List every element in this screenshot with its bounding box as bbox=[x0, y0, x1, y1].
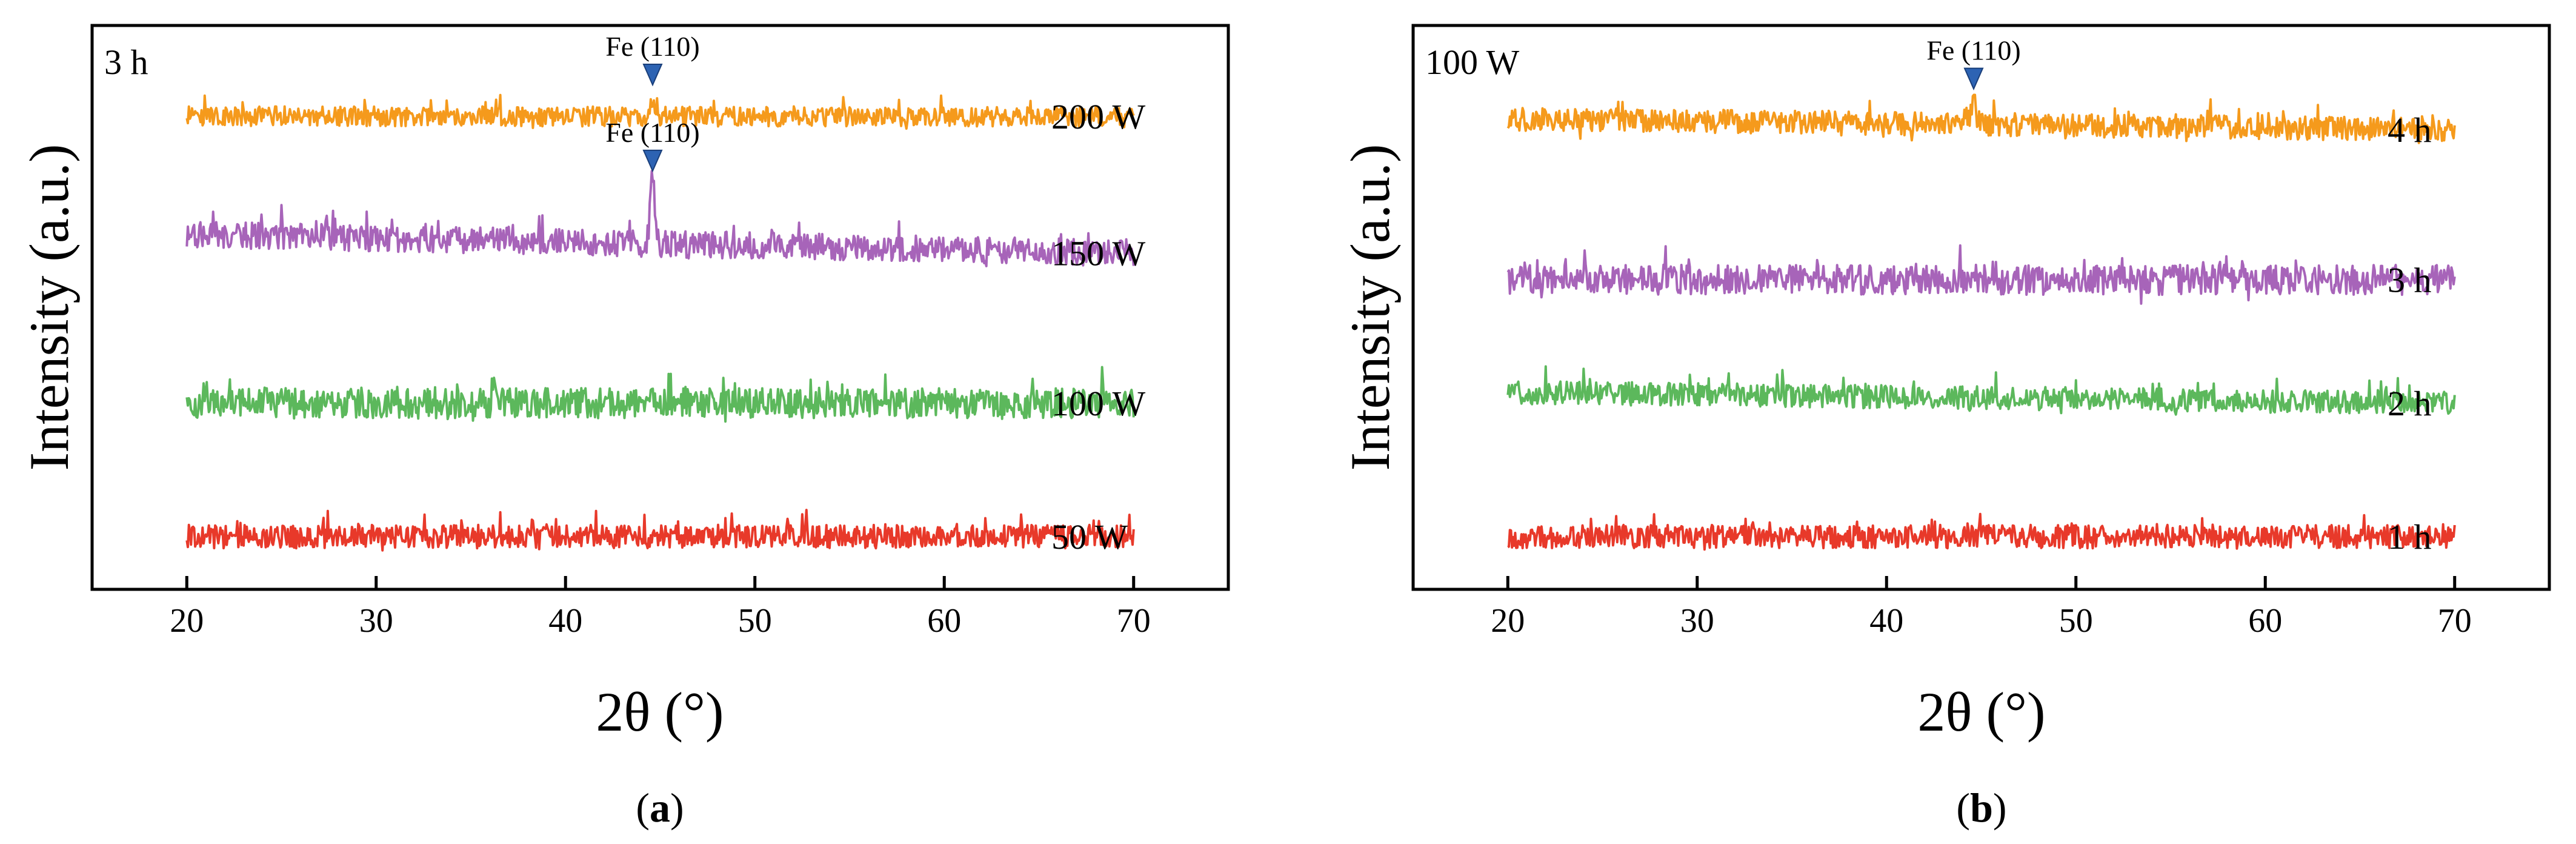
x-tick-label-b-60: 60 bbox=[2248, 602, 2282, 640]
plot-frame-a bbox=[90, 24, 1230, 591]
peak-marker-b-0 bbox=[1963, 67, 1984, 91]
panel-letter-a: a bbox=[650, 785, 670, 831]
peak-annotation-b-0: Fe (110) bbox=[1926, 35, 2020, 66]
x-tick-label-a-40: 40 bbox=[548, 602, 582, 640]
panel-letter-b: b bbox=[1970, 785, 1993, 831]
series-label-a-200w: 200 W bbox=[1051, 97, 1145, 136]
series-group-b: 1 h 2 h 3 h 4 h bbox=[1506, 93, 2456, 557]
series-label-a-150w: 150 W bbox=[1051, 234, 1145, 273]
x-axis-label-a: 2θ (°) bbox=[596, 681, 724, 743]
x-ticks-b: 20 30 40 50 60 70 bbox=[1491, 576, 2472, 640]
x-tick-label-a-50: 50 bbox=[738, 602, 772, 640]
x-tick-label-b-50: 50 bbox=[2059, 602, 2093, 640]
peak-annotation-a-0: Fe (110) bbox=[605, 117, 699, 148]
y-axis-label-b: Intensity (a.u.) bbox=[1339, 144, 1401, 471]
panel-label-b: (b) bbox=[1956, 785, 2006, 831]
x-tick-label-b-40: 40 bbox=[1869, 602, 1903, 640]
series-line-b-2h bbox=[1506, 365, 2456, 416]
x-tick-label-a-70: 70 bbox=[1117, 602, 1151, 640]
panel-label-a: (a) bbox=[636, 785, 684, 831]
corner-label-a: 3 h bbox=[104, 42, 148, 82]
x-tick-label-a-30: 30 bbox=[359, 602, 393, 640]
x-tick-label-b-20: 20 bbox=[1491, 602, 1525, 640]
annotations-b: Fe (110) bbox=[1926, 35, 2021, 91]
series-label-b-4h: 4 h bbox=[2388, 110, 2432, 150]
peak-marker-a-0 bbox=[642, 149, 663, 173]
series-line-a-100w bbox=[185, 366, 1135, 423]
series-label-a-50w: 50 W bbox=[1051, 517, 1128, 557]
series-group-a: 50 W 100 W 150 W 200 W bbox=[185, 93, 1145, 557]
series-label-a-100w: 100 W bbox=[1051, 384, 1145, 423]
annotations-a: Fe (110) Fe (110) bbox=[605, 31, 700, 173]
series-line-a-50w bbox=[185, 509, 1135, 552]
x-tick-label-a-60: 60 bbox=[927, 602, 961, 640]
panel-b: 20 30 40 50 60 70 1 h 2 h 3 h 4 h Fe (110) 100 W… bbox=[1339, 24, 2551, 831]
series-line-a-150w bbox=[185, 170, 1135, 267]
series-line-b-1h bbox=[1507, 512, 2456, 551]
series-label-b-3h: 3 h bbox=[2388, 261, 2432, 300]
x-tick-label-b-70: 70 bbox=[2438, 602, 2472, 640]
x-tick-label-a-20: 20 bbox=[170, 602, 204, 640]
series-line-b-3h bbox=[1506, 244, 2456, 305]
panel-a: 20 30 40 50 60 70 50 W 100 W 150 W 200 W Fe (110… bbox=[18, 24, 1230, 831]
peak-annotation-a-1: Fe (110) bbox=[605, 31, 699, 62]
x-ticks-a: 20 30 40 50 60 70 bbox=[170, 576, 1151, 640]
y-axis-label-a: Intensity (a.u.) bbox=[18, 144, 80, 471]
corner-label-b: 100 W bbox=[1425, 42, 1519, 82]
plot-frame-b bbox=[1411, 24, 2551, 591]
x-tick-label-b-30: 30 bbox=[1680, 602, 1714, 640]
series-line-a-200w bbox=[185, 93, 1135, 130]
x-axis-label-b: 2θ (°) bbox=[1917, 681, 2045, 743]
series-line-b-4h bbox=[1506, 93, 2456, 144]
series-label-b-2h: 2 h bbox=[2388, 384, 2432, 423]
peak-marker-a-1 bbox=[642, 64, 663, 87]
series-label-b-1h: 1 h bbox=[2388, 517, 2432, 557]
